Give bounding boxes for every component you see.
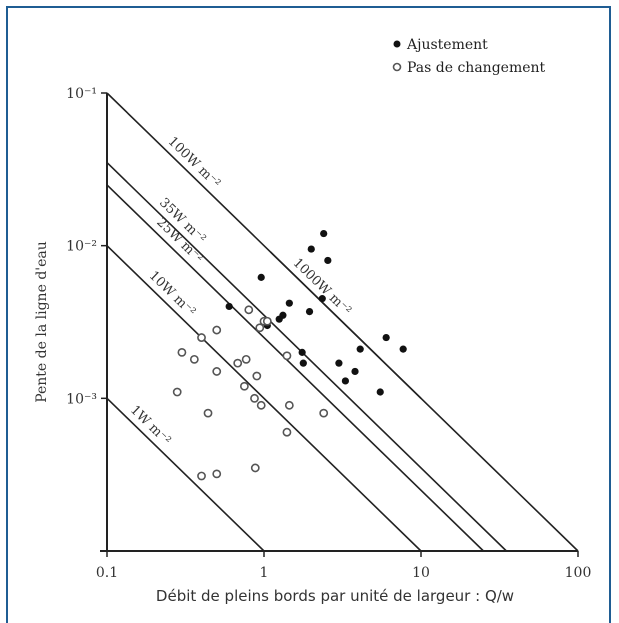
point-ajustement: [285, 299, 293, 307]
point-pas-de-changement: [197, 333, 206, 342]
y-tick-label: 10⁻³: [66, 391, 97, 407]
point-pas-de-changement: [239, 381, 249, 391]
point-ajustement: [382, 333, 390, 342]
point-pas-de-changement: [177, 347, 187, 357]
point-pas-de-changement: [250, 463, 260, 473]
legend: Ajustement Pas de changement: [392, 37, 546, 76]
legend-marker-pas-de-changement: [392, 62, 402, 72]
power-line: [106, 245, 422, 552]
legend-marker-ajustement: [393, 40, 401, 48]
point-ajustement: [279, 311, 287, 319]
point-pas-de-changement: [256, 400, 266, 410]
point-pas-de-changement: [319, 408, 329, 418]
power-line: [106, 397, 265, 552]
point-pas-de-changement: [203, 408, 213, 418]
power-line: [269, 251, 422, 399]
point-pas-de-changement: [255, 323, 265, 333]
point-pas-de-changement: [244, 305, 254, 315]
point-ajustement: [376, 388, 384, 396]
point-ajustement: [335, 359, 343, 367]
point-pas-de-changement: [212, 325, 222, 335]
x-tick-label: 10: [412, 565, 430, 581]
point-pas-de-changement: [250, 393, 259, 403]
point-ajustement: [305, 307, 314, 316]
point-pas-de-changement: [233, 358, 243, 368]
point-pas-de-changement: [282, 351, 292, 361]
point-ajustement: [318, 295, 326, 303]
point-pas-de-changement: [282, 427, 292, 437]
x-axis-label: Débit de pleins bords par unité de large…: [156, 587, 514, 605]
y-axis-label: Pente de la ligne d'eau: [34, 241, 50, 403]
point-pas-de-changement: [197, 471, 206, 481]
point-ajustement: [341, 377, 350, 385]
point-pas-de-changement: [189, 354, 199, 364]
y-tick-label: 10⁻²: [66, 239, 97, 255]
point-ajustement: [399, 345, 407, 353]
x-tick-label: 1: [260, 565, 269, 581]
point-ajustement: [307, 245, 315, 253]
point-pas-de-changement: [212, 367, 222, 376]
power-line: [106, 162, 507, 552]
point-ajustement: [320, 229, 328, 238]
x-tick-label: 0.1: [96, 565, 118, 581]
power-line-label: 100W m⁻²: [165, 134, 223, 191]
point-ajustement: [324, 256, 332, 265]
point-pas-de-changement: [172, 387, 182, 397]
point-ajustement: [351, 367, 359, 376]
point-ajustement: [257, 273, 265, 281]
legend-label-ajustement: Ajustement: [406, 37, 488, 53]
point-ajustement: [225, 302, 233, 311]
figure-frame: [6, 6, 611, 623]
legend-label-pas-de-changement: Pas de changement: [407, 60, 546, 76]
point-ajustement: [299, 359, 307, 367]
point-ajustement: [356, 345, 364, 353]
point-ajustement: [298, 348, 306, 356]
y-tick-label: 10⁻¹: [66, 86, 97, 102]
power-line-label: 10W m⁻²: [146, 268, 198, 319]
point-pas-de-changement: [262, 316, 272, 326]
point-pas-de-changement: [284, 400, 294, 410]
x-tick-label: 100: [565, 565, 592, 581]
point-pas-de-changement: [252, 371, 262, 381]
point-pas-de-changement: [212, 469, 222, 479]
power-line-label: 1000W m⁻²: [290, 256, 354, 319]
power-line: [106, 184, 485, 552]
point-pas-de-changement: [241, 354, 251, 364]
